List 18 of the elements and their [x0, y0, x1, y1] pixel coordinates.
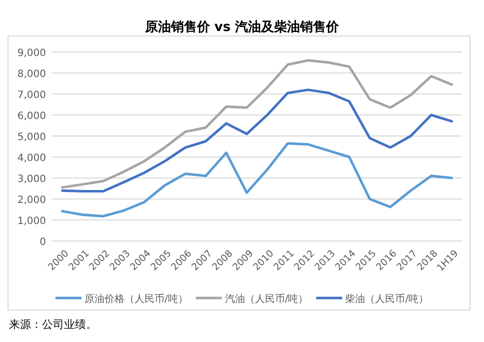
legend-label: 柴油（人民币/吨）	[345, 293, 429, 305]
line-series	[61, 88, 453, 192]
y-tick-label: 3,000	[17, 174, 46, 185]
y-tick-label: 8,000	[17, 69, 46, 80]
line-series	[61, 142, 453, 218]
y-tick-label: 0	[40, 237, 46, 248]
chart-title: 原油销售价 vs 汽油及柴油销售价	[144, 19, 340, 35]
y-tick-label: 9,000	[17, 48, 46, 59]
y-tick-label: 6,000	[17, 111, 46, 122]
y-tick-label: 4,000	[17, 153, 46, 164]
source-note: 来源：公司业绩。	[9, 318, 97, 331]
line-series	[61, 59, 453, 189]
y-tick-label: 5,000	[17, 132, 46, 143]
y-tick-label: 2,000	[17, 195, 46, 206]
legend-label: 原油价格（人民币/吨）	[84, 293, 188, 305]
y-tick-label: 7,000	[17, 90, 46, 101]
legend-label: 汽油（人民币/吨）	[224, 293, 308, 305]
y-tick-label: 1,000	[17, 216, 46, 227]
